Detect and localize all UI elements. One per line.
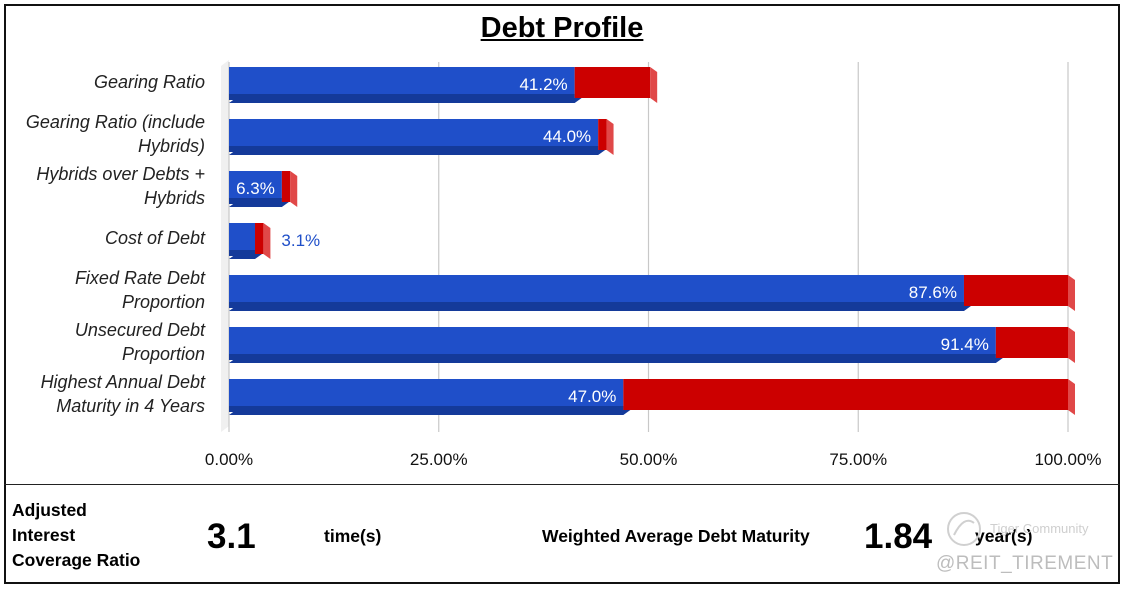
category-label-line: Proportion xyxy=(121,344,205,364)
category-label-line: Hybrids xyxy=(143,188,205,208)
chart-title: Debt Profile xyxy=(480,12,644,44)
bar-end-face xyxy=(290,171,298,207)
icr-label-line: Coverage Ratio xyxy=(12,550,141,570)
wadm-unit: year(s) xyxy=(975,526,1033,546)
category-label: Cost of Debt xyxy=(5,226,205,250)
bar-end-face xyxy=(606,119,614,155)
category-label: Highest Annual Debt Maturity in 4 Years xyxy=(5,370,205,418)
bar-primary-shade xyxy=(229,198,282,204)
bar-primary xyxy=(229,327,996,358)
watermark-handle: @REIT_TIREMENT xyxy=(936,553,1114,574)
bar-data-label: 6.3% xyxy=(236,179,275,198)
category-label-line: Proportion xyxy=(121,292,205,312)
icr-unit: time(s) xyxy=(324,526,382,546)
category-label-line: Maturity in 4 Years xyxy=(56,396,205,416)
x-tick-label: 50.00% xyxy=(620,450,678,469)
category-label: Gearing Ratio (include Hybrids) xyxy=(5,110,205,158)
category-label: Unsecured Debt Proportion xyxy=(5,318,205,366)
category-label-line: Highest Annual Debt xyxy=(40,372,205,392)
bar-primary-shade xyxy=(229,354,996,360)
bar-data-label: 87.6% xyxy=(909,283,957,302)
bar-secondary xyxy=(574,67,651,98)
wadm-value: 1.84 xyxy=(864,517,933,556)
bar-primary-shade xyxy=(229,302,964,308)
bar-data-label: 91.4% xyxy=(941,335,989,354)
category-label-line: Cost of Debt xyxy=(104,228,205,248)
bar-data-label: 41.2% xyxy=(519,75,567,94)
bar-primary-shade xyxy=(229,250,256,256)
x-tick-label: 25.00% xyxy=(410,450,468,469)
bar-secondary xyxy=(995,327,1068,358)
bar-primary-shade xyxy=(229,146,599,152)
bar-end-face xyxy=(263,223,271,259)
x-tick-label: 100.00% xyxy=(1034,450,1101,469)
category-label-line: Gearing Ratio xyxy=(93,72,205,92)
bar-end-face xyxy=(1068,327,1075,363)
bar-data-label: 47.0% xyxy=(568,387,616,406)
category-label: Gearing Ratio xyxy=(5,70,205,94)
bar-primary xyxy=(229,67,575,98)
x-tick-label: 75.00% xyxy=(829,450,887,469)
icr-label: Adjusted Interest Coverage Ratio xyxy=(12,498,140,573)
category-label: Hybrids over Debts + Hybrids xyxy=(5,162,205,210)
bar-primary xyxy=(229,275,964,306)
icr-value: 3.1 xyxy=(207,517,256,556)
plot-side-wall xyxy=(221,60,229,432)
bar-secondary xyxy=(281,171,291,202)
tiger-logo-icon xyxy=(947,512,981,546)
bar-secondary xyxy=(255,223,264,254)
bar-data-label: 3.1% xyxy=(281,231,320,250)
bar-secondary xyxy=(598,119,607,150)
bar-primary xyxy=(229,171,282,202)
bar-primary-shade xyxy=(229,406,624,412)
chart-plot-area: 0.00% 25.00% 50.00% 75.00% 100.00% 41.2% 44.0%… xyxy=(205,60,1102,469)
bar-primary-shade xyxy=(229,94,575,100)
category-label-line: Gearing Ratio (include xyxy=(25,112,205,132)
watermark-brand: Tiger Community xyxy=(990,521,1089,536)
category-label-line: Unsecured Debt xyxy=(74,320,205,340)
bar-end-face xyxy=(1068,275,1075,311)
bar-secondary xyxy=(963,275,1068,306)
bar-secondary xyxy=(623,379,1068,410)
bar-primary xyxy=(229,223,256,254)
bar-end-face xyxy=(1068,379,1075,415)
bar-primary xyxy=(229,379,624,410)
x-tick-label: 0.00% xyxy=(205,450,253,469)
bar-primary xyxy=(229,119,599,150)
footer-metrics: Adjusted Interest Coverage Ratio 3.1 tim… xyxy=(0,485,1126,585)
debt-profile-chart: Debt Profile xyxy=(4,4,1120,485)
wadm-label: Weighted Average Debt Maturity xyxy=(542,526,810,546)
category-label-line: Hybrids over Debts + xyxy=(36,164,205,184)
category-label-line: Hybrids) xyxy=(137,136,205,156)
icr-label-line: Adjusted xyxy=(12,500,87,520)
bar-data-label: 44.0% xyxy=(543,127,591,146)
category-label-line: Fixed Rate Debt xyxy=(74,268,205,288)
category-label: Fixed Rate Debt Proportion xyxy=(5,266,205,314)
icr-label-line: Interest xyxy=(12,525,76,545)
bar-end-face xyxy=(650,67,658,103)
